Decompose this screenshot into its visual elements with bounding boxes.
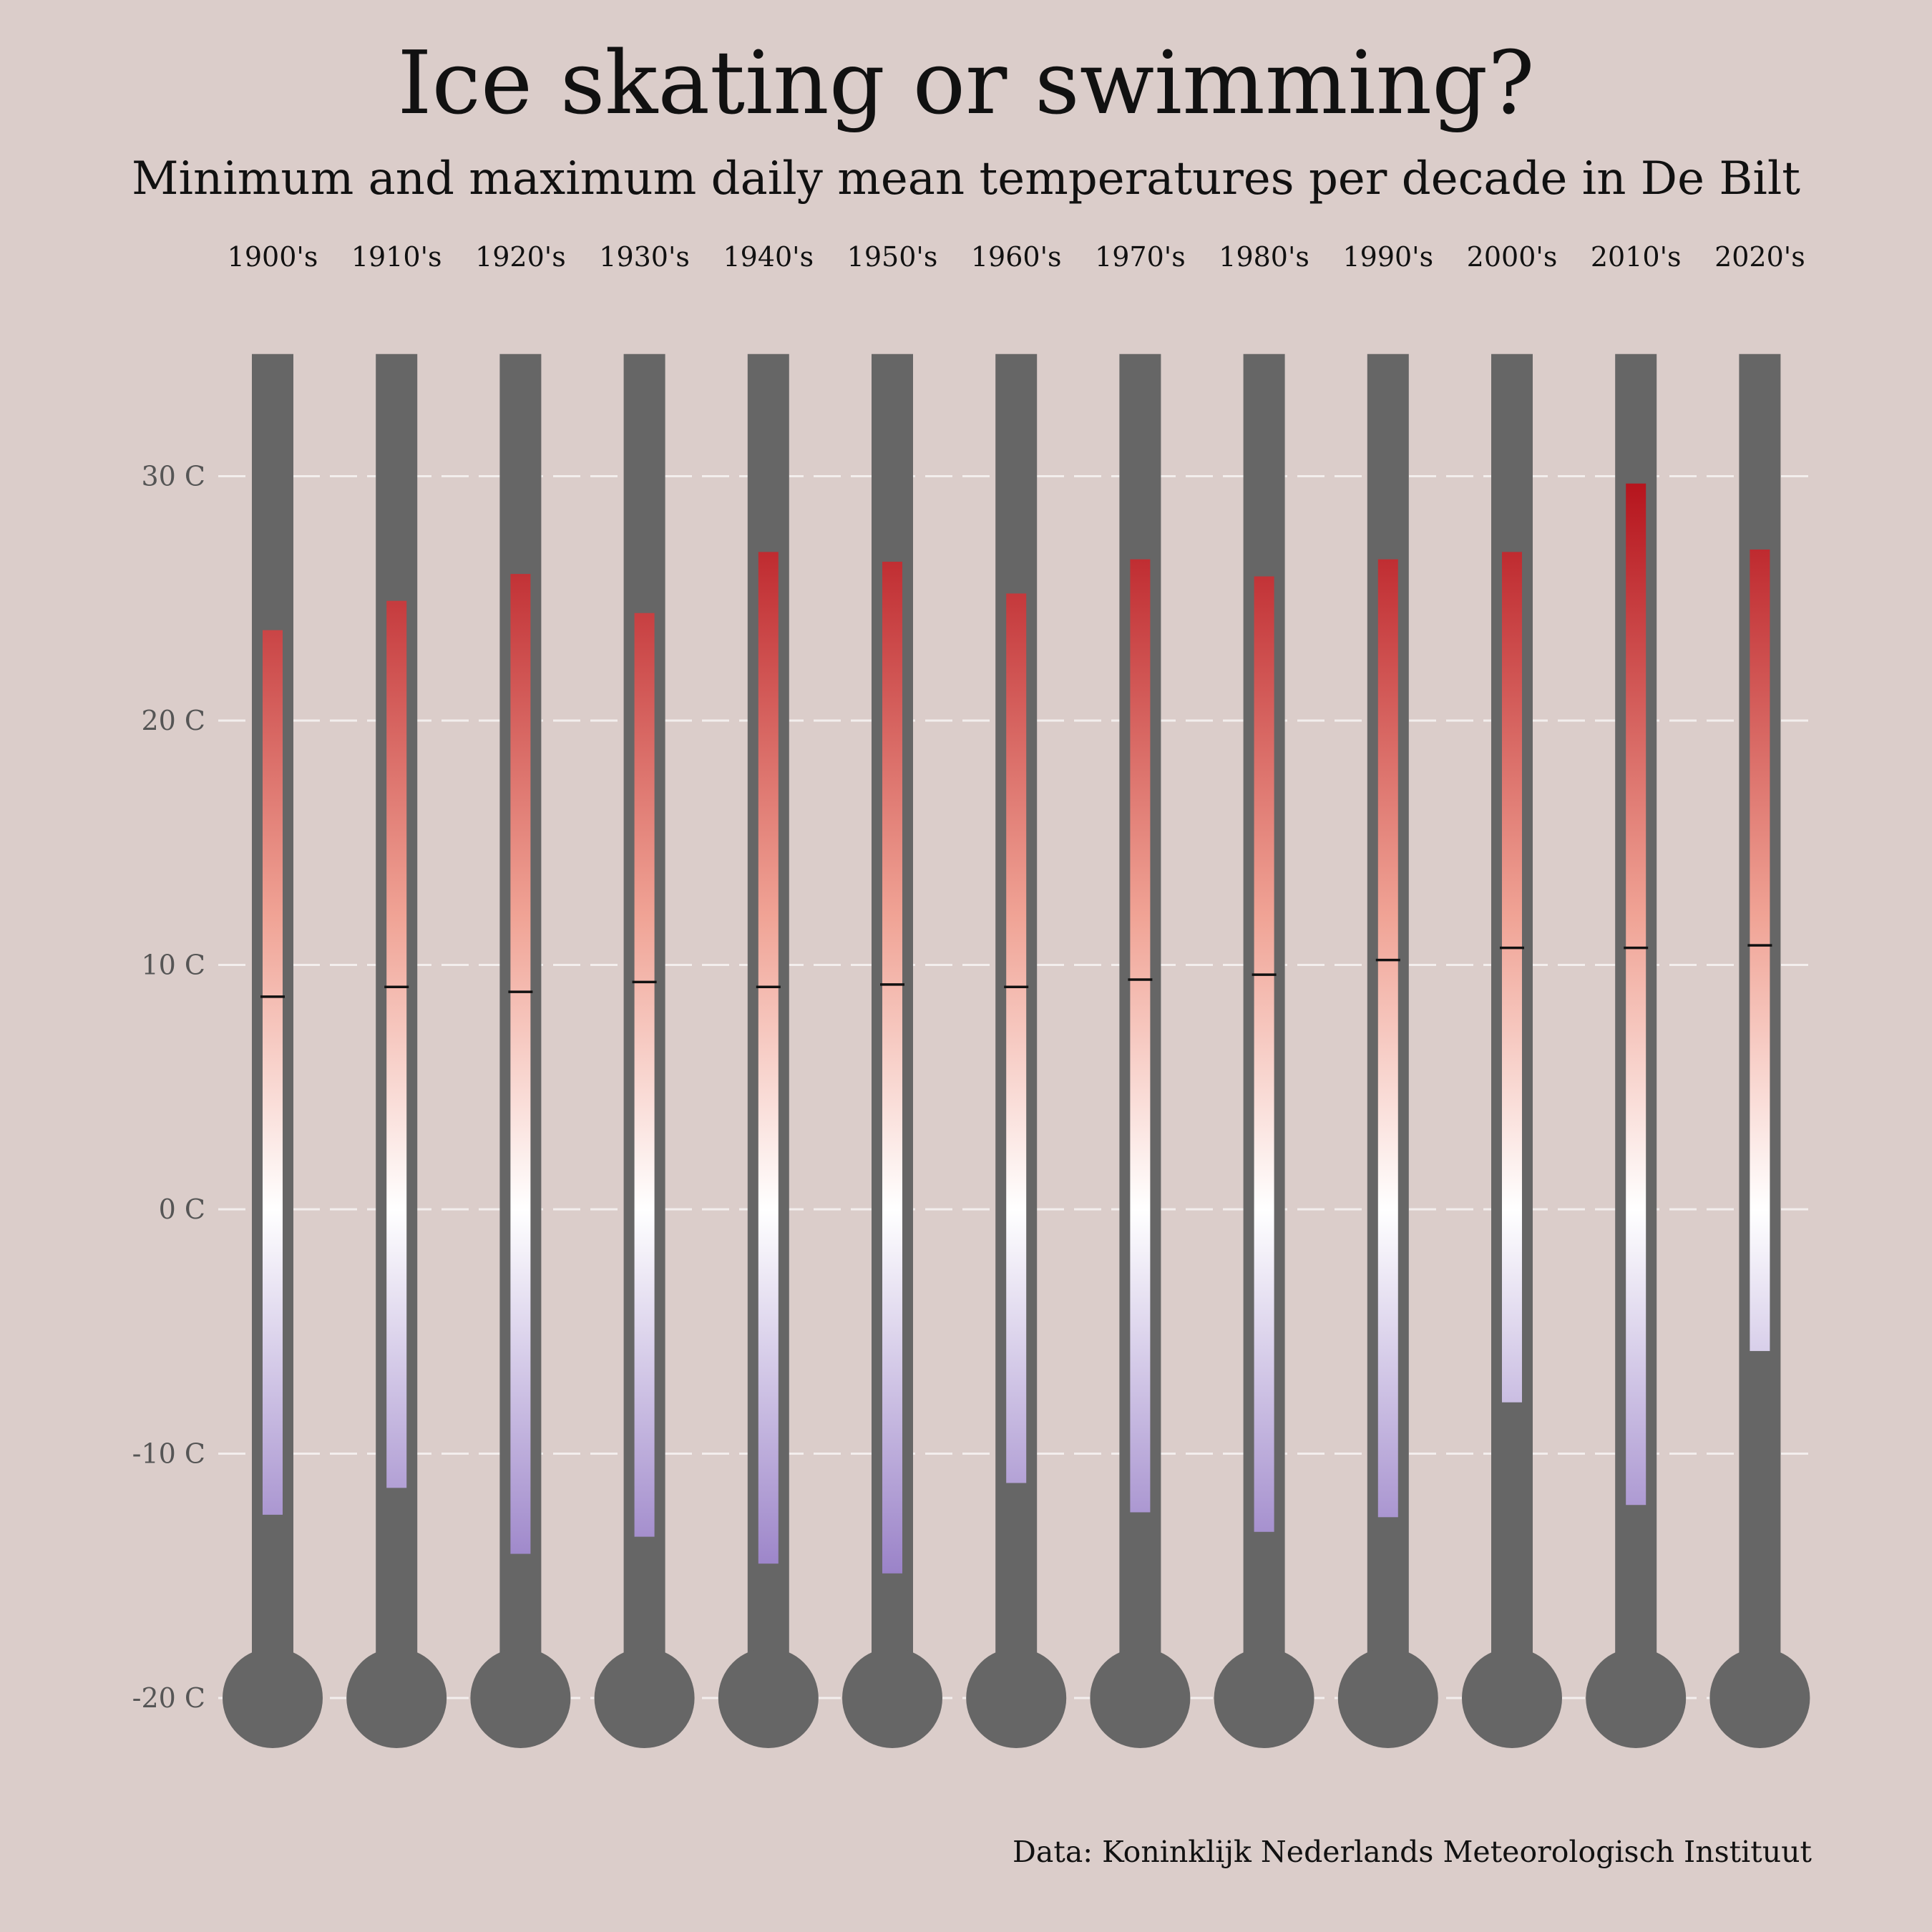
temperature-range-bar	[1750, 549, 1770, 1352]
temperature-range-bar	[634, 613, 655, 1537]
decade-label: 2000's	[1467, 241, 1558, 273]
temperature-range-bars	[263, 483, 1770, 1574]
thermometer-bulb	[1586, 1648, 1687, 1748]
y-tick-label: 20 C	[141, 705, 205, 736]
temperature-range-bar	[758, 552, 779, 1564]
decade-label: 1900's	[228, 241, 318, 273]
thermometer-bulb	[470, 1648, 571, 1748]
thermometer-bulb	[842, 1648, 942, 1748]
thermometer-bulb	[718, 1648, 819, 1748]
y-tick-label: 10 C	[141, 950, 205, 981]
decade-label: 1970's	[1095, 241, 1186, 273]
y-tick-label: -20 C	[132, 1682, 205, 1714]
temperature-range-bar	[1006, 593, 1027, 1483]
thermometer-bulb	[1337, 1648, 1438, 1748]
thermometer-bulb	[1090, 1648, 1191, 1748]
decade-label: 2020's	[1714, 241, 1805, 273]
temperature-range-bar	[882, 562, 902, 1574]
thermometer-bulb	[1709, 1648, 1810, 1748]
y-tick-label: 0 C	[159, 1194, 205, 1225]
temperature-range-bar	[386, 600, 407, 1488]
thermometer-bulb	[1214, 1648, 1314, 1748]
decade-label: 1920's	[475, 241, 566, 273]
temperature-range-bar	[263, 630, 283, 1515]
temperature-range-bar	[1254, 576, 1274, 1532]
thermometer-bulb	[1462, 1648, 1562, 1748]
mean-markers	[260, 944, 1772, 998]
chart-title: Ice skating or swimming?	[397, 32, 1535, 134]
thermometer-bulb	[966, 1648, 1067, 1748]
decade-label: 1910's	[351, 241, 442, 273]
temperature-range-bar	[1626, 483, 1646, 1506]
thermometer-bulb	[223, 1648, 323, 1748]
decade-label: 1950's	[847, 241, 938, 273]
decade-label: 1980's	[1219, 241, 1309, 273]
thermometer-tubes	[223, 353, 1810, 1748]
temperature-range-bar	[510, 574, 531, 1554]
decade-label: 1960's	[971, 241, 1062, 273]
data-source-caption: Data: Koninklijk Nederlands Meteorologis…	[1013, 1835, 1812, 1869]
temperature-range-bar	[1502, 552, 1522, 1402]
y-tick-label: -10 C	[132, 1438, 205, 1470]
thermometer-bulb	[346, 1648, 447, 1748]
y-axis-tick-labels: 30 C 20 C 10 C 0 C -10 C -20 C	[132, 461, 205, 1714]
decade-label: 2010's	[1591, 241, 1682, 273]
thermometer-bulb	[594, 1648, 695, 1748]
temperature-range-bar	[1130, 559, 1151, 1513]
decade-label: 1940's	[723, 241, 814, 273]
decade-label: 1990's	[1342, 241, 1433, 273]
temperature-range-bar	[1377, 559, 1398, 1518]
decade-labels: 1900's 1910's 1920's 1930's 1940's 1950's 1960…	[228, 241, 1805, 273]
chart-subtitle: Minimum and maximum daily mean temperatu…	[131, 152, 1801, 205]
decade-label: 1930's	[599, 241, 690, 273]
y-tick-label: 30 C	[141, 461, 205, 492]
